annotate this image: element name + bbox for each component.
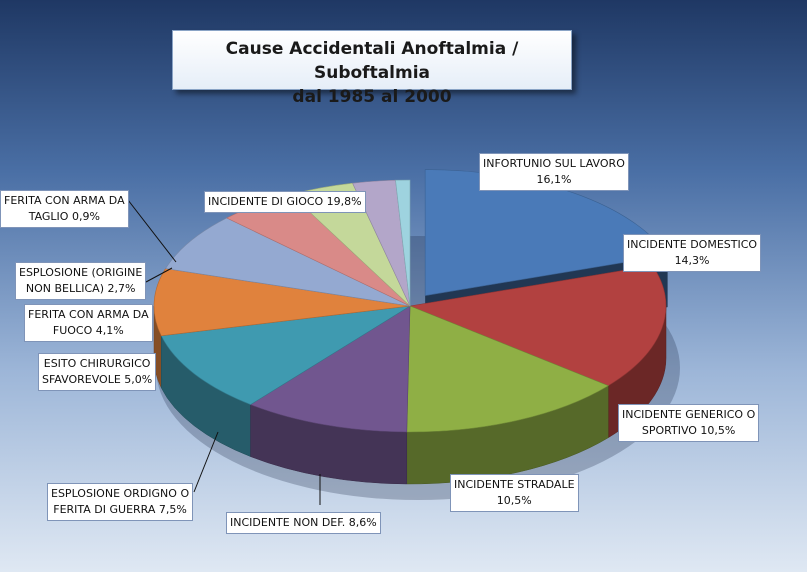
data-label-line: FUOCO 4,1% bbox=[52, 324, 124, 337]
slice-2 bbox=[408, 265, 667, 387]
chart-title-line-2: dal 1985 al 2000 bbox=[292, 87, 452, 107]
data-label-line: INCIDENTE NON DEF. 8,6% bbox=[230, 516, 377, 529]
data-label-line: ESITO CHIRURGICO bbox=[43, 357, 151, 370]
data-label-line: 16,1% bbox=[536, 173, 572, 186]
data-label-line: FERITA CON ARMA DA bbox=[28, 308, 149, 321]
data-label-line: 14,3% bbox=[674, 254, 710, 267]
data-label-9: FERITA CON ARMA DA FUOCO 4,1% bbox=[24, 304, 153, 342]
slice-6 bbox=[153, 268, 411, 337]
data-label-line: ESPLOSIONE ORDIGNO O bbox=[51, 487, 190, 500]
data-label-line: INCIDENTE DOMESTICO bbox=[627, 238, 758, 251]
data-label-5: INCIDENTE STRADALE 10,5% bbox=[450, 474, 579, 512]
slice-3 bbox=[406, 305, 609, 433]
data-label-line: NON BELLICA) 2,7% bbox=[25, 282, 136, 295]
data-label-4: INCIDENTE GENERICO O SPORTIVO 10,5% bbox=[618, 404, 760, 442]
data-label-line: INCIDENTE GENERICO O bbox=[622, 408, 756, 421]
leader-line-11 bbox=[127, 199, 177, 263]
pie-top-faces bbox=[153, 169, 669, 433]
data-label-line: INFORTUNIO SUL LAVORO bbox=[483, 157, 625, 170]
chart-title-line-1: Cause Accidentali Anoftalmia / Suboftalm… bbox=[225, 39, 519, 83]
data-label-8: ESITO CHIRURGICO SFAVOREVOLE 5,0% bbox=[38, 353, 157, 391]
data-label-3: INCIDENTE DOMESTICO 14,3% bbox=[623, 234, 762, 272]
data-label-6: INCIDENTE NON DEF. 8,6% bbox=[226, 512, 381, 534]
data-label-line: ESPLOSIONE (ORIGINE bbox=[19, 266, 143, 279]
leader-line-10 bbox=[145, 267, 173, 283]
data-label-1: INCIDENTE DI GIOCO 19,8% bbox=[204, 191, 366, 213]
data-label-line: INCIDENTE DI GIOCO 19,8% bbox=[208, 195, 362, 208]
slice-7 bbox=[165, 217, 411, 307]
leader-line-7 bbox=[193, 431, 219, 493]
data-label-10: ESPLOSIONE (ORIGINE NON BELLICA) 2,7% bbox=[15, 262, 147, 300]
data-label-line: INCIDENTE STRADALE bbox=[454, 478, 575, 491]
data-label-2: INFORTUNIO SUL LAVORO 16,1% bbox=[479, 153, 629, 191]
data-label-line: TAGLIO 0,9% bbox=[28, 210, 100, 223]
chart-title: Cause Accidentali Anoftalmia / Suboftalm… bbox=[172, 30, 572, 107]
slice-11 bbox=[395, 179, 411, 307]
data-label-line: FERITA CON ARMA DA bbox=[4, 194, 125, 207]
slice-5 bbox=[160, 305, 411, 405]
data-label-7: ESPLOSIONE ORDIGNO O FERITA DI GUERRA 7,5… bbox=[47, 483, 194, 521]
data-label-line: 10,5% bbox=[496, 494, 532, 507]
slice-4 bbox=[249, 305, 411, 433]
data-label-line: SFAVOREVOLE 5,0% bbox=[42, 373, 153, 386]
data-label-line: FERITA DI GUERRA 7,5% bbox=[53, 503, 187, 516]
leader-lines bbox=[127, 199, 321, 505]
data-label-line: SPORTIVO 10,5% bbox=[641, 424, 736, 437]
data-label-11: FERITA CON ARMA DA TAGLIO 0,9% bbox=[0, 190, 129, 228]
